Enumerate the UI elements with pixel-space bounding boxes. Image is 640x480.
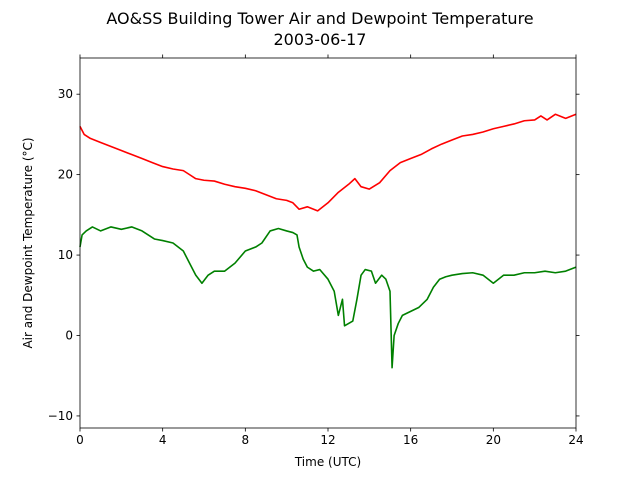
x-tick-label: 24	[568, 433, 583, 447]
x-tick-label: 8	[242, 433, 250, 447]
x-tick-label: 16	[403, 433, 418, 447]
plot-area	[80, 58, 576, 428]
chart-title: AO&SS Building Tower Air and Dewpoint Te…	[106, 9, 533, 28]
y-tick-label: 30	[58, 87, 73, 101]
x-tick-label: 12	[320, 433, 335, 447]
y-tick-label: 10	[58, 248, 73, 262]
x-tick-label: 0	[76, 433, 84, 447]
y-tick-label: −10	[48, 409, 73, 423]
x-tick-label: 20	[486, 433, 501, 447]
y-axis-label: Air and Dewpoint Temperature (°C)	[21, 137, 35, 348]
series-layer	[79, 113, 577, 369]
y-tick-label: 20	[58, 168, 73, 182]
series-line-2	[79, 226, 577, 369]
y-tick-label: 0	[65, 329, 73, 343]
plot-frame	[79, 57, 577, 429]
x-axis-label: Time (UTC)	[294, 455, 361, 469]
x-tick-label: 4	[159, 433, 167, 447]
series-line-1	[79, 113, 577, 212]
chart-subtitle: 2003-06-17	[274, 30, 367, 49]
